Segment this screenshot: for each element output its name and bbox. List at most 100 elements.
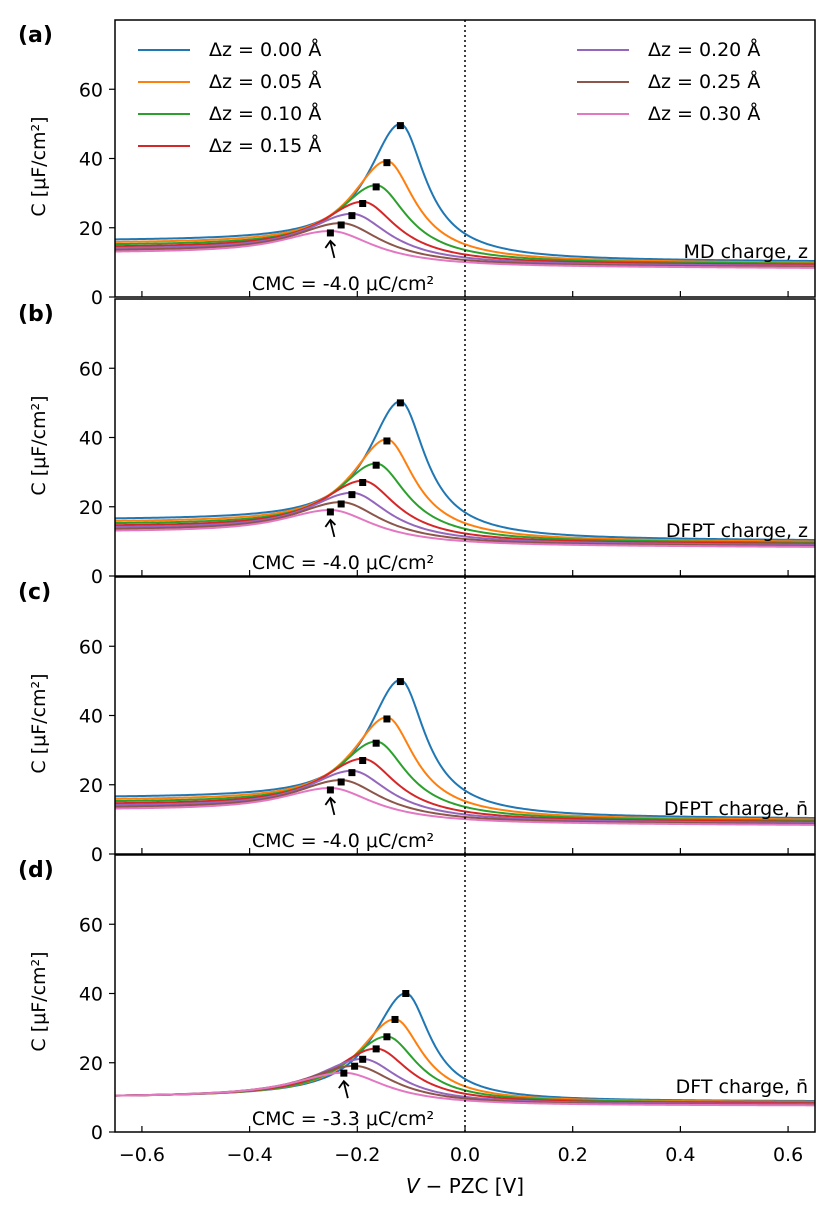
y-axis-label: C [μF/cm²]: [28, 673, 50, 773]
method-annotation: DFT charge, n̄: [676, 1076, 808, 1098]
x-tick-label: 0.0: [450, 1144, 480, 1166]
peak-marker-2: [391, 1015, 399, 1023]
peak-marker-3: [372, 461, 380, 469]
peak-marker-6: [351, 1062, 359, 1070]
peak-marker-3: [372, 183, 380, 191]
series-line-2: [115, 438, 815, 543]
peak-marker-6: [337, 500, 345, 508]
series-line-1: [115, 400, 815, 541]
x-tick-label: −0.6: [119, 1144, 165, 1166]
peak-marker-2: [383, 437, 391, 445]
method-annotation: MD charge, z: [684, 241, 809, 263]
legend-entry-5: Δz = 0.20 Å: [648, 38, 760, 61]
curves-group: [115, 400, 815, 548]
curves-group: [115, 678, 815, 826]
legend-entry-2: Δz = 0.05 Å: [209, 70, 321, 93]
legend-entry-7: Δz = 0.30 Å: [648, 102, 760, 125]
panel-3: 0 20 40 60 (c) C [μF/cm²] DFPT charge, n̄ CMC =…: [18, 576, 816, 866]
series-line-5: [115, 769, 815, 824]
series-line-3: [115, 184, 815, 265]
peak-marker-1: [402, 990, 410, 997]
y-tick-label: 40: [79, 149, 103, 171]
y-tick-label: 20: [79, 775, 103, 797]
peak-marker-6: [337, 778, 345, 786]
series-line-2: [115, 159, 815, 264]
peak-marker-7: [326, 229, 334, 237]
panel-2: 0 20 40 60 (b) C [μF/cm²] DFPT charge, z CMC = …: [18, 298, 816, 588]
method-annotation: DFPT charge, z: [666, 520, 808, 542]
cmc-label: CMC = -4.0 μC/cm²: [252, 552, 434, 574]
series-line-7: [115, 230, 815, 269]
peak-marker-7: [340, 1069, 348, 1077]
series-line-1: [115, 122, 815, 262]
y-tick-label: 40: [79, 428, 103, 450]
panel-label: (c): [18, 580, 51, 605]
peak-marker-2: [383, 715, 391, 723]
peak-marker-2: [383, 159, 391, 167]
legend: Δz = 0.00 Å Δz = 0.05 Å Δz = 0.10 Å Δz = 0.…: [138, 38, 760, 157]
panel-label: (a): [18, 23, 53, 48]
cmc-arrow-shaft: [329, 520, 336, 538]
method-annotation: DFPT charge, n̄: [664, 798, 808, 820]
series-line-6: [115, 222, 815, 268]
y-tick-label: 40: [79, 706, 103, 728]
peak-marker-5: [348, 491, 356, 499]
y-tick-label: 0: [91, 844, 103, 866]
series-line-4: [115, 757, 815, 823]
cmc-arrow-head: [338, 1079, 350, 1089]
peak-marker-1: [396, 678, 404, 686]
series-line-5: [115, 212, 815, 267]
peak-marker-5: [359, 1055, 367, 1063]
series-line-2: [115, 716, 815, 821]
series-line-6: [115, 779, 815, 825]
series-line-5: [115, 491, 815, 546]
cmc-label: CMC = -4.0 μC/cm²: [252, 273, 434, 295]
x-tick-label: 0.2: [558, 1144, 588, 1166]
y-tick-label: 60: [79, 358, 103, 380]
cmc-arrow-shaft: [329, 241, 336, 259]
legend-entry-1: Δz = 0.00 Å: [209, 38, 321, 61]
peak-marker-7: [326, 508, 334, 516]
peak-marker-3: [372, 739, 380, 747]
series-line-3: [115, 462, 815, 544]
y-axis-label: C [μF/cm²]: [28, 116, 50, 216]
cmc-label: CMC = -3.3 μC/cm²: [252, 1108, 434, 1130]
cmc-arrow-head: [324, 239, 337, 249]
y-tick-label: 0: [91, 287, 103, 309]
legend-entry-6: Δz = 0.25 Å: [648, 70, 760, 93]
series-line-4: [115, 200, 815, 266]
peak-marker-4: [359, 479, 367, 487]
peak-marker-1: [396, 122, 404, 130]
peak-marker-6: [337, 221, 345, 229]
cmc-arrow-head: [324, 518, 337, 528]
cmc-label: CMC = -4.0 μC/cm²: [252, 830, 434, 852]
panel-label: (b): [18, 302, 54, 327]
curves-group: [115, 122, 815, 269]
x-tick-label: 0.4: [665, 1144, 695, 1166]
y-axis-label: C [μF/cm²]: [28, 951, 50, 1051]
cmc-arrow-shaft: [329, 798, 336, 816]
series-line-7: [115, 787, 815, 826]
y-tick-label: 20: [79, 218, 103, 240]
y-tick-label: 60: [79, 914, 103, 936]
series-line-3: [115, 740, 815, 822]
legend-entry-4: Δz = 0.15 Å: [209, 134, 321, 157]
x-tick-label: 0.6: [773, 1144, 803, 1166]
peak-marker-7: [326, 786, 334, 794]
peak-marker-4: [359, 757, 367, 765]
panel-1: 0 20 40 60 (a) C [μF/cm²] MD charge, z CMC = -4…: [18, 19, 816, 309]
y-tick-label: 0: [91, 1122, 103, 1144]
x-axis-label: V − PZC [V]: [406, 1174, 524, 1198]
peak-marker-4: [359, 200, 367, 208]
cmc-arrow-shaft: [342, 1081, 349, 1099]
y-axis-label: C [μF/cm²]: [28, 395, 50, 495]
y-tick-label: 20: [79, 1053, 103, 1075]
peak-marker-1: [396, 399, 404, 407]
panel-4: 0 20 40 60 −0.6 −0.4 −0.2 0.0 0.2 0.4 0.6 (d) C [μF/…: [18, 854, 816, 1166]
y-tick-label: 40: [79, 984, 103, 1006]
panel-label: (d): [18, 858, 54, 883]
peak-marker-5: [348, 212, 356, 220]
y-tick-label: 0: [91, 566, 103, 588]
cmc-arrow-head: [324, 796, 337, 806]
